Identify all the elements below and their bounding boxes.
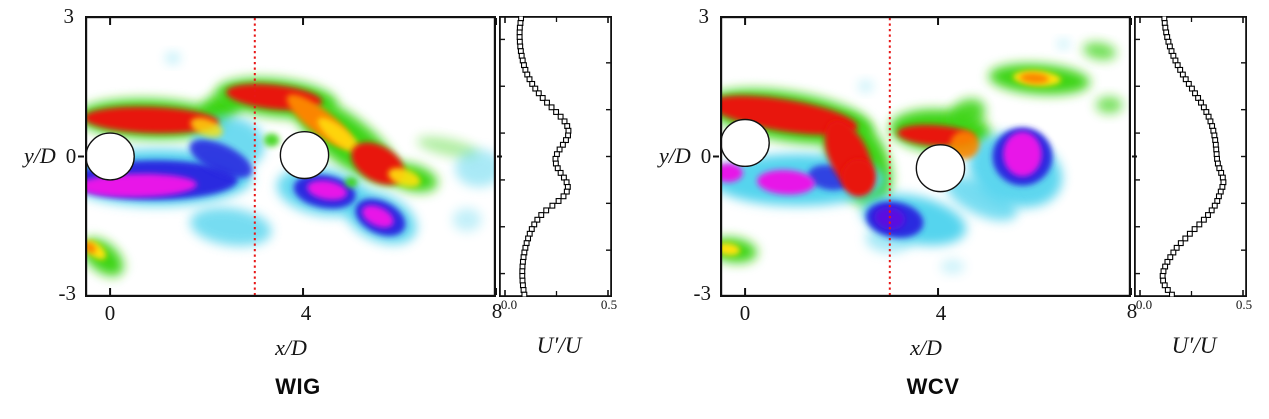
wig-x-tick-8: 8 [491,299,503,323]
wig-y-axis-label: y/D [24,143,56,168]
wig-x-tick-4: 4 [300,301,312,325]
wcv-profile-axis-label: U′/U [1171,333,1217,358]
wcv-vorticity-field [713,16,1137,297]
wcv-velocity-profile [1134,16,1247,297]
wcv-y-axis-label-row: y/D 0 [659,145,711,167]
wcv-x-tick-8: 8 [1126,299,1138,323]
wcv-profile-tick-0: 0.0 [1135,297,1153,312]
wig-velocity-profile [499,16,612,297]
wcv-panel: 3 y/D 0 -3 0 4 8 x/D 0.0 0.5 U′/U WCV [635,0,1269,419]
wcv-x-axis-label: x/D [910,335,942,360]
wcv-x-tick-4: 4 [935,301,947,325]
wcv-y-tick-mid: 0 [700,144,712,168]
wig-y-axis-label-row: y/D 0 [24,145,76,167]
wig-profile-tick-0: 0.0 [500,297,518,312]
wig-title: WIG [275,374,321,399]
wcv-y-tick-bottom: -3 [693,281,712,305]
wig-x-axis-label: x/D [275,335,307,360]
wcv-profile-tick-05: 0.5 [1235,297,1253,312]
wig-panel: 3 y/D 0 -3 0 4 8 x/D 0.0 0.5 U′/U WIG [0,0,634,419]
wcv-x-tick-0: 0 [739,301,751,325]
wig-x-tick-0: 0 [104,301,116,325]
wig-vorticity-field [78,16,502,297]
wig-y-tick-mid: 0 [65,144,77,168]
wcv-title: WCV [906,374,960,399]
wcv-y-tick-top: 3 [698,4,710,28]
wig-y-tick-top: 3 [63,4,75,28]
wig-profile-axis-label: U′/U [536,333,582,358]
wcv-y-axis-label: y/D [659,143,691,168]
wig-y-tick-bottom: -3 [58,281,77,305]
wig-profile-tick-05: 0.5 [600,297,618,312]
